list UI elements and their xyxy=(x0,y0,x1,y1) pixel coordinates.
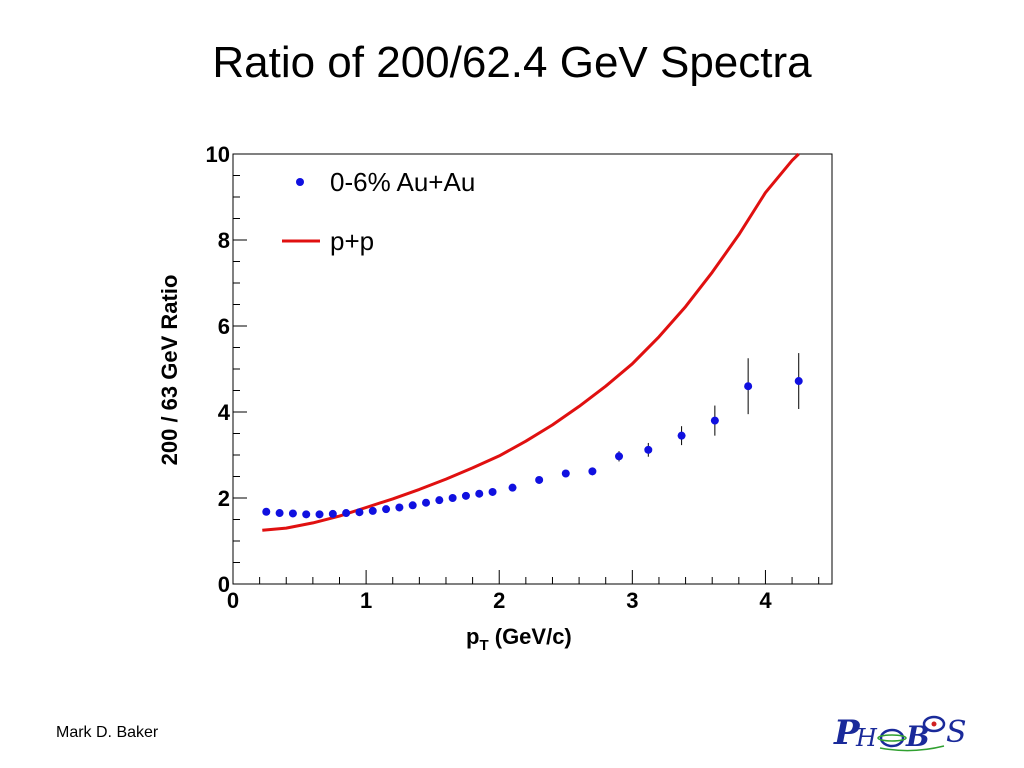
svg-text:P: P xyxy=(833,713,861,753)
y-tick-label: 10 xyxy=(206,142,230,167)
data-point xyxy=(744,382,753,391)
data-point xyxy=(588,467,597,476)
x-tick-label: 4 xyxy=(759,588,772,613)
data-point xyxy=(488,487,497,496)
data-point xyxy=(288,509,297,518)
legend-label-auau: 0-6% Au+Au xyxy=(330,167,475,197)
data-point xyxy=(328,509,337,518)
svg-text:S: S xyxy=(946,715,967,750)
data-point xyxy=(342,509,351,518)
data-point xyxy=(615,452,624,461)
data-point xyxy=(677,431,686,440)
phobos-logo: P H B S xyxy=(833,713,967,753)
y-tick-label: 6 xyxy=(218,314,230,339)
y-tick-label: 2 xyxy=(218,486,230,511)
author-footer: Mark D. Baker xyxy=(56,724,159,741)
data-point xyxy=(275,509,284,518)
pp-curve xyxy=(262,152,800,532)
svg-text:H: H xyxy=(855,724,878,752)
data-point xyxy=(561,469,570,478)
data-point xyxy=(508,483,517,492)
data-point xyxy=(408,501,417,510)
legend-label-pp: p+p xyxy=(330,226,374,256)
y-tick-label: 4 xyxy=(218,400,231,425)
auau-points-layer xyxy=(262,353,803,519)
data-point xyxy=(302,510,311,519)
data-point xyxy=(355,508,364,517)
data-point xyxy=(475,489,484,498)
x-axis-title: pT (GeV/c) xyxy=(466,624,572,654)
data-point xyxy=(422,498,431,507)
axis-ticks xyxy=(232,153,820,585)
data-point xyxy=(794,377,803,386)
x-axis-title-rest: (GeV/c) xyxy=(489,624,572,649)
data-point xyxy=(710,416,719,425)
data-point xyxy=(448,494,457,502)
legend: 0-6% Au+Au p+p xyxy=(282,167,475,256)
x-tick-label: 2 xyxy=(493,588,505,613)
x-axis-title-sub: T xyxy=(479,637,488,654)
data-point xyxy=(461,491,470,500)
legend-point-marker xyxy=(296,178,304,186)
svg-text:B: B xyxy=(905,720,930,753)
data-point xyxy=(535,475,544,484)
x-tick-label: 1 xyxy=(360,588,372,613)
y-axis-title: 200 / 63 GeV Ratio xyxy=(157,275,182,466)
data-point xyxy=(262,507,271,516)
x-axis-title-main: p xyxy=(466,624,479,649)
data-point xyxy=(644,445,653,454)
data-point xyxy=(395,503,404,512)
x-tick-label: 0 xyxy=(227,588,239,613)
tick-labels: 0 1 2 3 4 0 2 4 6 8 10 xyxy=(206,142,773,613)
pp-curve-layer xyxy=(262,152,800,532)
slide-title: Ratio of 200/62.4 GeV Spectra xyxy=(212,38,812,87)
data-point xyxy=(368,506,377,515)
x-tick-label: 3 xyxy=(626,588,638,613)
y-tick-label: 8 xyxy=(218,228,230,253)
data-point xyxy=(382,505,391,514)
data-point xyxy=(315,510,324,519)
y-tick-label: 0 xyxy=(218,572,230,597)
data-point xyxy=(435,496,444,505)
